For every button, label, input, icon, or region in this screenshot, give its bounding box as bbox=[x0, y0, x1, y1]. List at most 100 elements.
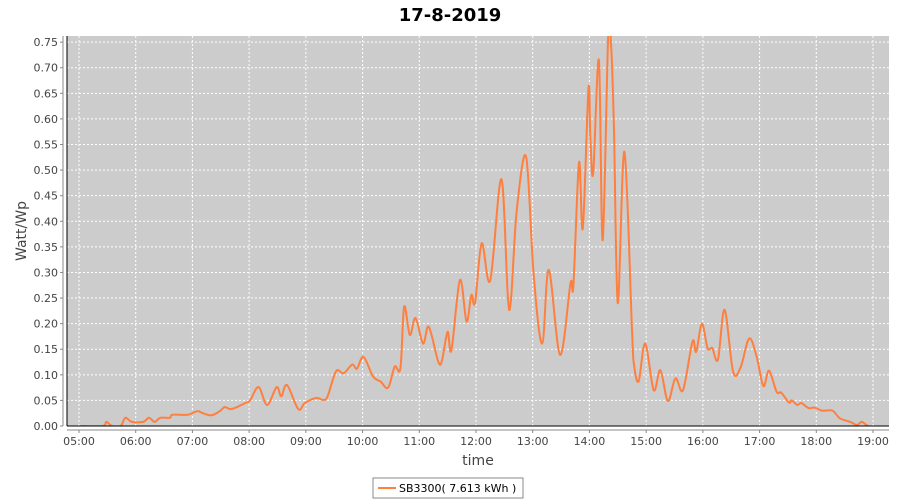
data-point bbox=[249, 399, 251, 402]
x-tick-label: 17:00 bbox=[744, 435, 776, 448]
y-tick-label: 0.70 bbox=[34, 62, 59, 75]
y-tick-label: 0.45 bbox=[34, 190, 59, 203]
data-point bbox=[548, 269, 550, 271]
legend: SB3300( 7.613 kWh ) bbox=[372, 477, 524, 499]
data-point bbox=[297, 408, 299, 410]
y-tick-label: 0.05 bbox=[34, 394, 59, 407]
x-tick-label: 11:00 bbox=[403, 435, 435, 448]
data-point bbox=[613, 129, 615, 131]
chart-title: 17-8-2019 bbox=[399, 5, 502, 26]
data-point bbox=[229, 408, 231, 410]
data-point bbox=[403, 306, 405, 308]
data-point bbox=[800, 402, 802, 404]
data-point bbox=[865, 424, 867, 426]
data-point bbox=[717, 358, 719, 361]
y-tick-label: 0.50 bbox=[34, 164, 59, 177]
data-point bbox=[315, 397, 317, 399]
data-point bbox=[578, 161, 580, 164]
x-tick-label: 08:00 bbox=[233, 435, 265, 448]
data-point bbox=[148, 417, 150, 419]
data-point bbox=[142, 421, 144, 423]
x-tick-label: 05:00 bbox=[63, 435, 95, 448]
data-point bbox=[441, 359, 443, 362]
gridlines bbox=[67, 36, 889, 427]
data-point bbox=[326, 395, 329, 397]
data-point bbox=[701, 323, 703, 325]
data-point bbox=[610, 46, 612, 48]
data-point bbox=[489, 280, 491, 282]
data-point bbox=[422, 342, 424, 345]
data-point bbox=[861, 421, 863, 423]
y-axis-label: Watt/Wp bbox=[14, 201, 30, 261]
data-point bbox=[304, 402, 306, 404]
data-point bbox=[169, 417, 171, 419]
x-tick-label: 14:00 bbox=[574, 435, 606, 448]
y-tick-label: 0.15 bbox=[34, 343, 59, 356]
data-point bbox=[286, 384, 288, 386]
data-point bbox=[659, 369, 661, 371]
x-tick-label: 13:00 bbox=[517, 435, 549, 448]
data-point bbox=[592, 172, 594, 174]
data-point bbox=[187, 414, 189, 416]
data-point bbox=[202, 412, 204, 414]
data-point bbox=[500, 178, 503, 180]
legend-label: SB3300( 7.613 kWh ) bbox=[399, 482, 516, 495]
x-tick-label: 19:00 bbox=[857, 435, 889, 448]
data-point bbox=[459, 279, 461, 281]
data-point bbox=[788, 401, 790, 404]
plot-area bbox=[67, 36, 889, 426]
data-point bbox=[589, 137, 591, 139]
data-point bbox=[572, 284, 574, 286]
data-point bbox=[275, 386, 278, 388]
data-point bbox=[849, 421, 851, 423]
x-tick-label: 10:00 bbox=[347, 435, 379, 448]
data-point bbox=[516, 210, 518, 213]
data-point bbox=[631, 329, 633, 331]
y-tick-label: 0.60 bbox=[34, 113, 59, 126]
data-point bbox=[756, 356, 758, 358]
data-point bbox=[159, 417, 161, 419]
data-point bbox=[541, 342, 543, 345]
data-point bbox=[706, 347, 709, 349]
data-point bbox=[637, 380, 640, 383]
data-point bbox=[171, 414, 174, 416]
data-point bbox=[582, 227, 584, 230]
data-point bbox=[450, 349, 453, 351]
data-point bbox=[644, 342, 646, 345]
x-tick-label: 18:00 bbox=[800, 435, 832, 448]
data-point bbox=[768, 370, 770, 372]
data-point bbox=[437, 360, 439, 363]
y-tick-label: 0.35 bbox=[34, 241, 59, 254]
data-point bbox=[379, 380, 382, 383]
data-point bbox=[780, 392, 782, 394]
y-tick-label: 0.40 bbox=[34, 215, 59, 228]
data-point bbox=[280, 395, 282, 397]
y-tick-label: 0.25 bbox=[34, 292, 59, 305]
data-point bbox=[533, 274, 535, 276]
data-point bbox=[219, 410, 221, 412]
y-tick-label: 0.55 bbox=[34, 139, 59, 152]
data-point bbox=[409, 334, 411, 336]
data-point bbox=[695, 351, 697, 353]
data-point bbox=[711, 347, 713, 349]
data-point bbox=[667, 400, 669, 402]
y-axis: 0.00 0.05 0.10 0.15 0.20 0.25 0.30 0.35 0.40 0.45… bbox=[34, 36, 64, 433]
data-point bbox=[821, 410, 823, 412]
data-point bbox=[808, 407, 810, 409]
data-point bbox=[343, 372, 345, 374]
legend-box bbox=[372, 477, 524, 499]
data-point bbox=[525, 156, 527, 158]
y-tick-label: 0.65 bbox=[34, 87, 59, 100]
data-point bbox=[414, 317, 417, 319]
data-point bbox=[723, 309, 726, 311]
data-point bbox=[732, 371, 734, 373]
data-point bbox=[124, 417, 126, 419]
data-point bbox=[356, 368, 358, 370]
data-point bbox=[796, 404, 798, 406]
y-tick-label: 0.20 bbox=[34, 318, 59, 331]
data-point bbox=[474, 302, 476, 304]
y-tick-label: 0.10 bbox=[34, 369, 59, 382]
data-point bbox=[748, 337, 750, 340]
data-point bbox=[775, 391, 778, 393]
